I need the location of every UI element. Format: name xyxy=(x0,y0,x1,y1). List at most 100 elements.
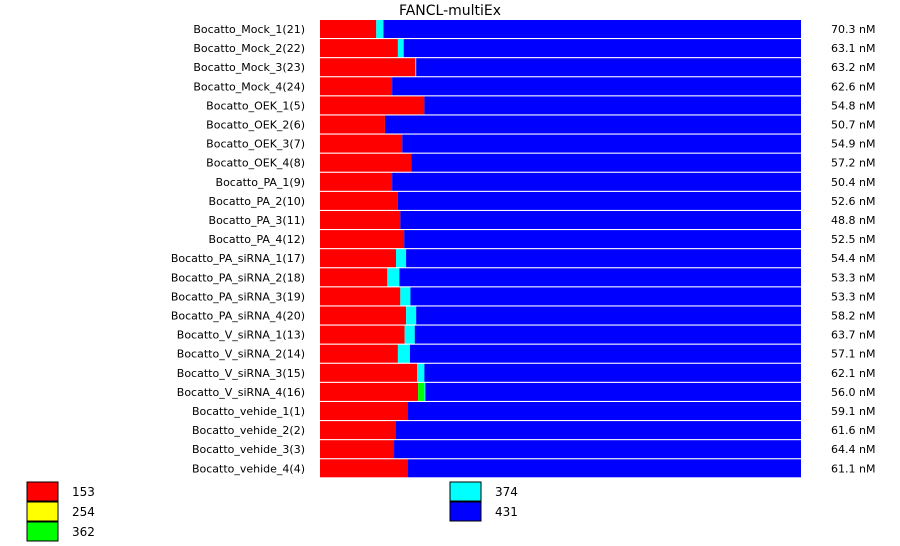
row-value-label: 48.8 nM xyxy=(831,214,875,227)
row-value-label: 57.1 nM xyxy=(831,348,875,361)
bar-segment-153 xyxy=(320,153,412,172)
legend: 153 254 362 374 431 xyxy=(26,481,518,542)
row-value-label: 62.1 nM xyxy=(831,367,875,380)
row-value-label: 62.6 nM xyxy=(831,80,875,93)
bar-row: Bocatto_V_siRNA_2(14) 57.1 nM xyxy=(177,344,875,363)
row-value-label: 54.4 nM xyxy=(831,252,875,265)
row-label: Bocatto_PA_1(9) xyxy=(216,176,305,189)
row-label: Bocatto_Mock_4(24) xyxy=(193,80,305,93)
bar-row: Bocatto_PA_4(12) 52.5 nM xyxy=(209,230,875,249)
bar-segment-153 xyxy=(320,249,396,268)
legend-swatch xyxy=(26,501,59,522)
bar-row: Bocatto_PA_siRNA_1(17) 54.4 nM xyxy=(171,249,875,268)
bar-segment-153 xyxy=(320,77,393,96)
legend-label: 431 xyxy=(495,505,518,519)
bar-row: Bocatto_vehide_2(2) 61.6 nM xyxy=(192,421,875,440)
bar-segment-431 xyxy=(392,172,801,191)
bar-segment-431 xyxy=(383,20,801,38)
legend-item: 254 xyxy=(26,501,95,522)
row-label: Bocatto_Mock_1(21) xyxy=(193,23,305,36)
bar-row: Bocatto_OEK_3(7) 54.9 nM xyxy=(206,134,875,153)
bar-row: Bocatto_PA_siRNA_2(18) 53.3 nM xyxy=(171,268,875,287)
row-value-label: 56.0 nM xyxy=(831,386,875,399)
row-value-label: 58.2 nM xyxy=(831,310,875,323)
bar-segment-153 xyxy=(320,172,393,191)
bar-row: Bocatto_vehide_3(3) 64.4 nM xyxy=(192,440,875,459)
legend-swatch xyxy=(449,481,482,502)
bar-segment-431 xyxy=(416,306,801,325)
bar-row: Bocatto_vehide_4(4) 61.1 nM xyxy=(192,459,875,478)
row-value-label: 52.5 nM xyxy=(831,233,875,246)
legend-label: 374 xyxy=(495,485,518,499)
bar-segment-431 xyxy=(411,153,801,172)
bar-segment-431 xyxy=(392,77,801,96)
legend-item: 362 xyxy=(26,521,95,542)
bar-segment-153 xyxy=(320,230,405,249)
bar-segment-153 xyxy=(320,344,398,363)
bar-segment-374 xyxy=(397,39,404,58)
row-label: Bocatto_PA_siRNA_4(20) xyxy=(171,310,305,323)
bar-segment-374 xyxy=(404,325,415,344)
row-label: Bocatto_PA_siRNA_1(17) xyxy=(171,252,305,265)
bar-segment-374 xyxy=(417,363,425,382)
bar-segment-374 xyxy=(415,58,417,77)
bar-row: Bocatto_PA_3(11) 48.8 nM xyxy=(209,211,875,229)
row-value-label: 50.7 nM xyxy=(831,119,875,132)
row-value-label: 61.1 nM xyxy=(831,462,875,475)
row-value-label: 53.3 nM xyxy=(831,290,875,303)
bar-segment-153 xyxy=(320,363,418,382)
row-label: Bocatto_vehide_1(1) xyxy=(192,405,305,418)
legend-swatch xyxy=(449,501,482,522)
bar-row: Bocatto_PA_1(9) 50.4 nM xyxy=(216,172,875,191)
bar-segment-431 xyxy=(397,191,801,210)
bar-segment-153 xyxy=(320,115,385,134)
bar-row: Bocatto_V_siRNA_1(13) 63.7 nM xyxy=(177,325,875,344)
row-value-label: 63.7 nM xyxy=(831,329,875,342)
row-label: Bocatto_V_siRNA_4(16) xyxy=(177,386,305,399)
bar-segment-374 xyxy=(424,382,426,401)
bar-segment-431 xyxy=(404,230,801,249)
bar-segment-431 xyxy=(410,287,801,306)
bar-segment-374 xyxy=(400,287,411,306)
bar-segment-431 xyxy=(400,211,801,229)
bar-segment-153 xyxy=(320,382,419,401)
row-value-label: 54.9 nM xyxy=(831,138,875,151)
bar-row: Bocatto_OEK_1(5) 54.8 nM xyxy=(206,96,875,115)
bar-segment-153 xyxy=(320,287,401,306)
bar-segment-153 xyxy=(320,459,409,478)
bar-segment-431 xyxy=(396,421,801,440)
row-label: Bocatto_vehide_3(3) xyxy=(192,443,305,456)
bar-segment-431 xyxy=(402,134,801,153)
row-label: Bocatto_OEK_2(6) xyxy=(206,119,305,132)
bar-rows: Bocatto_Mock_1(21) 70.3 nM Bocatto_Mock_2(… xyxy=(171,20,875,478)
row-label: Bocatto_PA_siRNA_2(18) xyxy=(171,271,305,284)
bar-segment-374 xyxy=(406,306,417,325)
row-label: Bocatto_V_siRNA_2(14) xyxy=(177,348,305,361)
bar-segment-431 xyxy=(403,39,801,58)
bar-row: Bocatto_Mock_4(24) 62.6 nM xyxy=(193,77,875,96)
row-label: Bocatto_PA_4(12) xyxy=(209,233,305,246)
bar-segment-431 xyxy=(384,115,801,134)
legend-swatch xyxy=(26,521,59,542)
row-label: Bocatto_OEK_3(7) xyxy=(206,138,305,151)
bar-segment-374 xyxy=(387,268,400,287)
bar-segment-431 xyxy=(399,268,801,287)
bar-row: Bocatto_OEK_2(6) 50.7 nM xyxy=(206,115,875,134)
bar-row: Bocatto_V_siRNA_4(16) 56.0 nM xyxy=(177,382,875,401)
bar-segment-362 xyxy=(418,382,425,401)
legend-label: 254 xyxy=(72,505,95,519)
row-value-label: 61.6 nM xyxy=(831,424,875,437)
bar-row: Bocatto_vehide_1(1) 59.1 nM xyxy=(192,402,875,420)
bar-segment-153 xyxy=(320,20,377,38)
bar-segment-153 xyxy=(320,191,398,210)
bar-segment-431 xyxy=(408,459,801,478)
bar-segment-431 xyxy=(408,402,801,420)
bar-segment-431 xyxy=(424,96,801,115)
bar-segment-153 xyxy=(320,96,425,115)
bar-row: Bocatto_OEK_4(8) 57.2 nM xyxy=(206,153,875,172)
bar-row: Bocatto_Mock_1(21) 70.3 nM xyxy=(193,20,875,38)
bar-segment-374 xyxy=(376,20,384,38)
row-value-label: 64.4 nM xyxy=(831,443,875,456)
bar-segment-153 xyxy=(320,421,396,440)
